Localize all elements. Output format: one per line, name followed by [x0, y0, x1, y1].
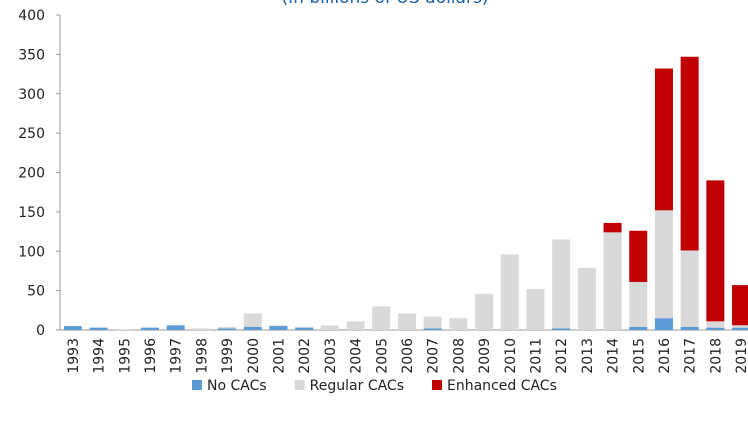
- x-tick-label: 1996: [143, 338, 159, 374]
- legend-swatch: [432, 380, 442, 390]
- x-tick-label: 2006: [400, 338, 416, 374]
- x-tick-label: 2007: [426, 338, 442, 374]
- x-tick-label: 2003: [323, 338, 339, 374]
- y-tick-label: 150: [18, 205, 45, 221]
- x-tick-label: 2004: [349, 338, 365, 374]
- bar-segment: [192, 328, 211, 330]
- x-tick-label: 2012: [554, 338, 570, 374]
- x-tick-label: 2019: [734, 338, 748, 374]
- bar-segment: [680, 250, 699, 327]
- bar-segment: [654, 318, 673, 330]
- bar-segment: [680, 326, 699, 330]
- x-tick-label: 2008: [451, 338, 467, 374]
- bar-segment: [449, 318, 468, 330]
- bar-segment: [706, 321, 725, 328]
- bar-segment: [475, 293, 494, 330]
- bar-segment: [372, 306, 391, 330]
- y-tick-label: 400: [18, 8, 45, 24]
- bar-segment: [269, 325, 288, 327]
- bar-segment: [629, 230, 648, 282]
- x-tick-label: 2005: [374, 338, 390, 374]
- x-tick-label: 2013: [580, 338, 596, 374]
- bar-segment: [603, 232, 622, 330]
- bar-segment: [140, 327, 159, 330]
- bar-segment: [423, 316, 442, 329]
- y-tick-label: 50: [27, 284, 45, 300]
- bar-segment: [732, 285, 748, 326]
- legend-label: No CACs: [207, 378, 267, 394]
- y-tick-label: 250: [18, 126, 45, 142]
- bar-segment: [218, 326, 237, 329]
- bar-segment: [629, 326, 648, 330]
- legend-swatch: [294, 380, 305, 390]
- bar-segment: [732, 325, 748, 328]
- x-tick-label: 1998: [194, 338, 210, 374]
- bar-segment: [166, 325, 185, 330]
- bar-segment: [295, 326, 314, 328]
- y-tick-label: 200: [18, 166, 45, 182]
- x-tick-label: 2017: [683, 338, 699, 374]
- bar-segment: [243, 326, 262, 330]
- bar-segment: [629, 281, 648, 327]
- x-tick-label: 1994: [92, 338, 108, 374]
- x-tick-label: 2002: [297, 338, 313, 374]
- x-tick-label: 2011: [528, 338, 544, 374]
- bar-segment: [680, 56, 699, 251]
- bar-segment: [654, 210, 673, 319]
- x-tick-label: 2016: [657, 338, 673, 374]
- y-tick-label: 0: [36, 323, 45, 339]
- legend-label: Regular CACs: [310, 378, 404, 394]
- bar-segment: [552, 239, 571, 329]
- x-tick-label: 2001: [271, 338, 287, 374]
- chart-subtitle: (In billions of US dollars): [282, 0, 489, 8]
- bar-segment: [295, 327, 314, 330]
- bar-segment: [346, 321, 365, 330]
- x-tick-label: 1993: [66, 338, 82, 374]
- x-tick-label: 2014: [606, 338, 622, 374]
- x-tick-label: 2010: [503, 338, 519, 374]
- bar-segment: [577, 267, 596, 330]
- y-tick-label: 100: [18, 244, 45, 260]
- x-tick-label: 1999: [220, 338, 236, 374]
- x-tick-label: 2015: [631, 338, 647, 374]
- y-tick-label: 300: [18, 87, 45, 103]
- bar-segment: [115, 329, 134, 330]
- x-tick-label: 2009: [477, 338, 493, 374]
- bar-segment: [269, 326, 288, 330]
- x-tick-label: 1997: [169, 338, 185, 374]
- x-tick-label: 1995: [117, 338, 133, 374]
- x-tick-label: 2018: [708, 338, 724, 374]
- y-tick-label: 350: [18, 47, 45, 63]
- bar-segment: [706, 180, 725, 322]
- bar-segment: [603, 222, 622, 233]
- legend-label: Enhanced CACs: [447, 378, 557, 394]
- bar-segment: [397, 313, 416, 330]
- bar-segment: [423, 328, 442, 330]
- bar-segment: [218, 328, 237, 330]
- x-tick-label: 2000: [246, 338, 262, 374]
- bar-segment: [552, 328, 571, 330]
- bar-segment: [654, 68, 673, 211]
- bar-segment: [500, 254, 519, 330]
- bar-segment: [63, 326, 82, 330]
- legend-swatch: [192, 380, 202, 390]
- bar-segment: [706, 327, 725, 330]
- bar-segment: [320, 325, 339, 330]
- bar-segment: [526, 289, 545, 330]
- bar-segment: [89, 327, 108, 330]
- bar-segment: [243, 313, 262, 327]
- bar-segment: [732, 327, 748, 330]
